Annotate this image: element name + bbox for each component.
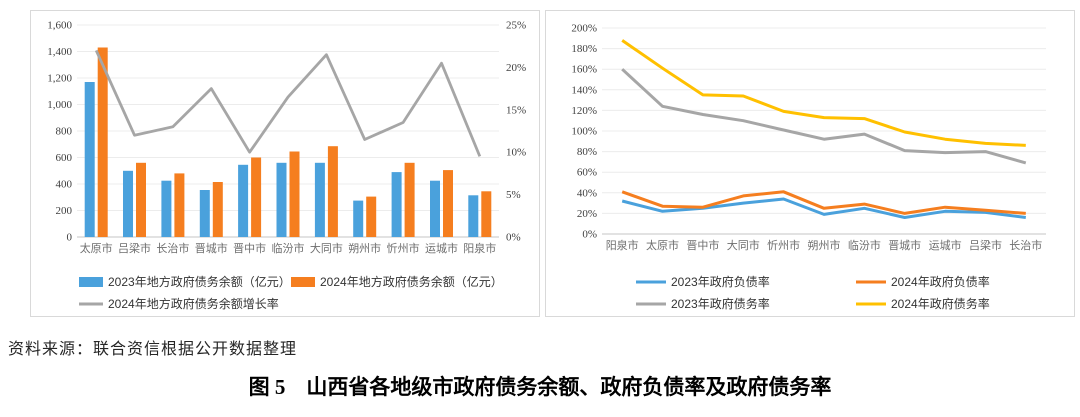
bar [123, 170, 133, 238]
category-label: 长治市 [1009, 238, 1042, 252]
bar [289, 151, 300, 237]
bar [97, 47, 108, 237]
figure-caption: 图 5 山西省各地级市政府债务余额、政府负债率及政府债务率 [248, 375, 832, 399]
primary-y-axis-tick: 200 [56, 205, 73, 217]
primary-y-axis-tick: 600 [56, 152, 73, 164]
category-label: 长治市 [156, 241, 189, 255]
bar [212, 182, 223, 237]
legend-label: 2024年政府债务率 [891, 296, 990, 311]
bar [481, 191, 492, 237]
y-axis-tick: 200% [571, 23, 597, 35]
ratio-line-blue [621, 197, 1026, 219]
secondary-y-axis-tick: 5% [506, 189, 521, 201]
category-label: 忻州市 [767, 238, 800, 252]
bar [353, 200, 364, 237]
y-axis-tick: 120% [571, 105, 597, 117]
category-label: 晋城市 [888, 238, 921, 252]
legend-swatch [79, 277, 103, 287]
bar [84, 82, 95, 237]
secondary-y-axis-tick: 0% [506, 232, 521, 244]
y-axis-tick: 180% [571, 43, 597, 55]
secondary-y-axis-tick: 10% [506, 147, 526, 159]
growth-rate-line [94, 49, 482, 157]
bar [468, 195, 479, 237]
legend-label: 2024年地方政府债务余额增长率 [108, 296, 279, 311]
debt-balance-chart: 0 200 400 600 800 1,000 1,200 1,400 1,600 0% 5% 10%… [47, 20, 526, 312]
bar [391, 172, 402, 237]
category-label: 临汾市 [848, 238, 881, 252]
category-label: 吕梁市 [118, 241, 151, 255]
category-label: 大同市 [727, 238, 760, 252]
category-label: 太原市 [80, 241, 113, 255]
category-label: 运城市 [425, 241, 458, 255]
bar [430, 180, 440, 237]
legend-label: 2024年地方政府债务余额（亿元） [320, 274, 503, 289]
legend-label: 2024年政府负债率 [891, 274, 990, 289]
y-axis-tick: 80% [577, 146, 597, 158]
category-label: 晋中市 [686, 238, 719, 252]
y-axis-tick: 40% [577, 187, 597, 199]
bar-series-blue [84, 82, 479, 238]
ratio-line-yellow [621, 39, 1026, 147]
primary-y-axis-tick: 400 [56, 179, 73, 191]
legend-label: 2023年政府负债率 [671, 274, 770, 289]
y-axis-tick: 60% [577, 167, 597, 179]
category-label: 晋城市 [195, 241, 228, 255]
category-label: 临汾市 [272, 241, 305, 255]
category-label: 晋中市 [233, 241, 266, 255]
category-label: 太原市 [646, 238, 679, 252]
legend-label: 2023年政府债务率 [671, 296, 770, 311]
bar [314, 162, 325, 237]
category-label: 运城市 [929, 238, 962, 252]
bar [404, 162, 415, 237]
legend-swatch [291, 277, 315, 287]
ratio-line-orange [621, 190, 1026, 215]
secondary-y-axis-tick: 15% [506, 104, 526, 116]
category-label: 吕梁市 [969, 238, 1002, 252]
legend-label: 2023年地方政府债务余额（亿元） [108, 274, 291, 289]
y-axis-tick: 140% [571, 84, 597, 96]
bar [161, 180, 172, 237]
primary-y-axis-tick: 800 [56, 126, 73, 138]
bar [174, 173, 185, 237]
debt-ratio-chart-panel: 0% 20% 40% 60% 80% 100% 120% 140% 160% 180% 200% 阳泉… [545, 10, 1075, 317]
category-label: 忻州市 [387, 241, 420, 255]
bar [276, 162, 287, 237]
debt-ratio-chart: 0% 20% 40% 60% 80% 100% 120% 140% 160% 180% 200% 阳泉… [571, 23, 1046, 311]
ratio-line-gray [621, 68, 1027, 165]
primary-y-axis-tick: 1,400 [47, 46, 72, 58]
y-axis-tick: 0% [582, 229, 597, 241]
bar [366, 196, 377, 237]
bar [136, 162, 146, 237]
bar [199, 190, 210, 237]
primary-y-axis-tick: 1,200 [47, 73, 72, 85]
category-label: 阳泉市 [463, 241, 496, 255]
secondary-y-axis-tick: 25% [506, 20, 526, 32]
source-note: 资料来源：联合资信根据公开数据整理 [8, 341, 298, 358]
primary-y-axis-tick: 1,000 [47, 99, 72, 111]
primary-y-axis-tick: 0 [67, 232, 73, 244]
bar [327, 146, 338, 237]
category-label: 朔州市 [348, 241, 381, 255]
bar [251, 157, 262, 237]
debt-balance-chart-panel: 0 200 400 600 800 1,000 1,200 1,400 1,600 0% 5% 10%… [30, 10, 540, 317]
bar [443, 170, 453, 237]
y-axis-tick: 100% [571, 126, 597, 138]
category-label: 朔州市 [808, 238, 841, 252]
category-label: 阳泉市 [606, 238, 639, 252]
bar [238, 164, 249, 237]
primary-y-axis-tick: 1,600 [47, 20, 72, 32]
bar-series-orange [97, 47, 492, 237]
category-label: 大同市 [310, 241, 343, 255]
y-axis-tick: 160% [571, 64, 597, 76]
secondary-y-axis-tick: 20% [506, 62, 526, 74]
y-axis-tick: 20% [577, 208, 597, 220]
